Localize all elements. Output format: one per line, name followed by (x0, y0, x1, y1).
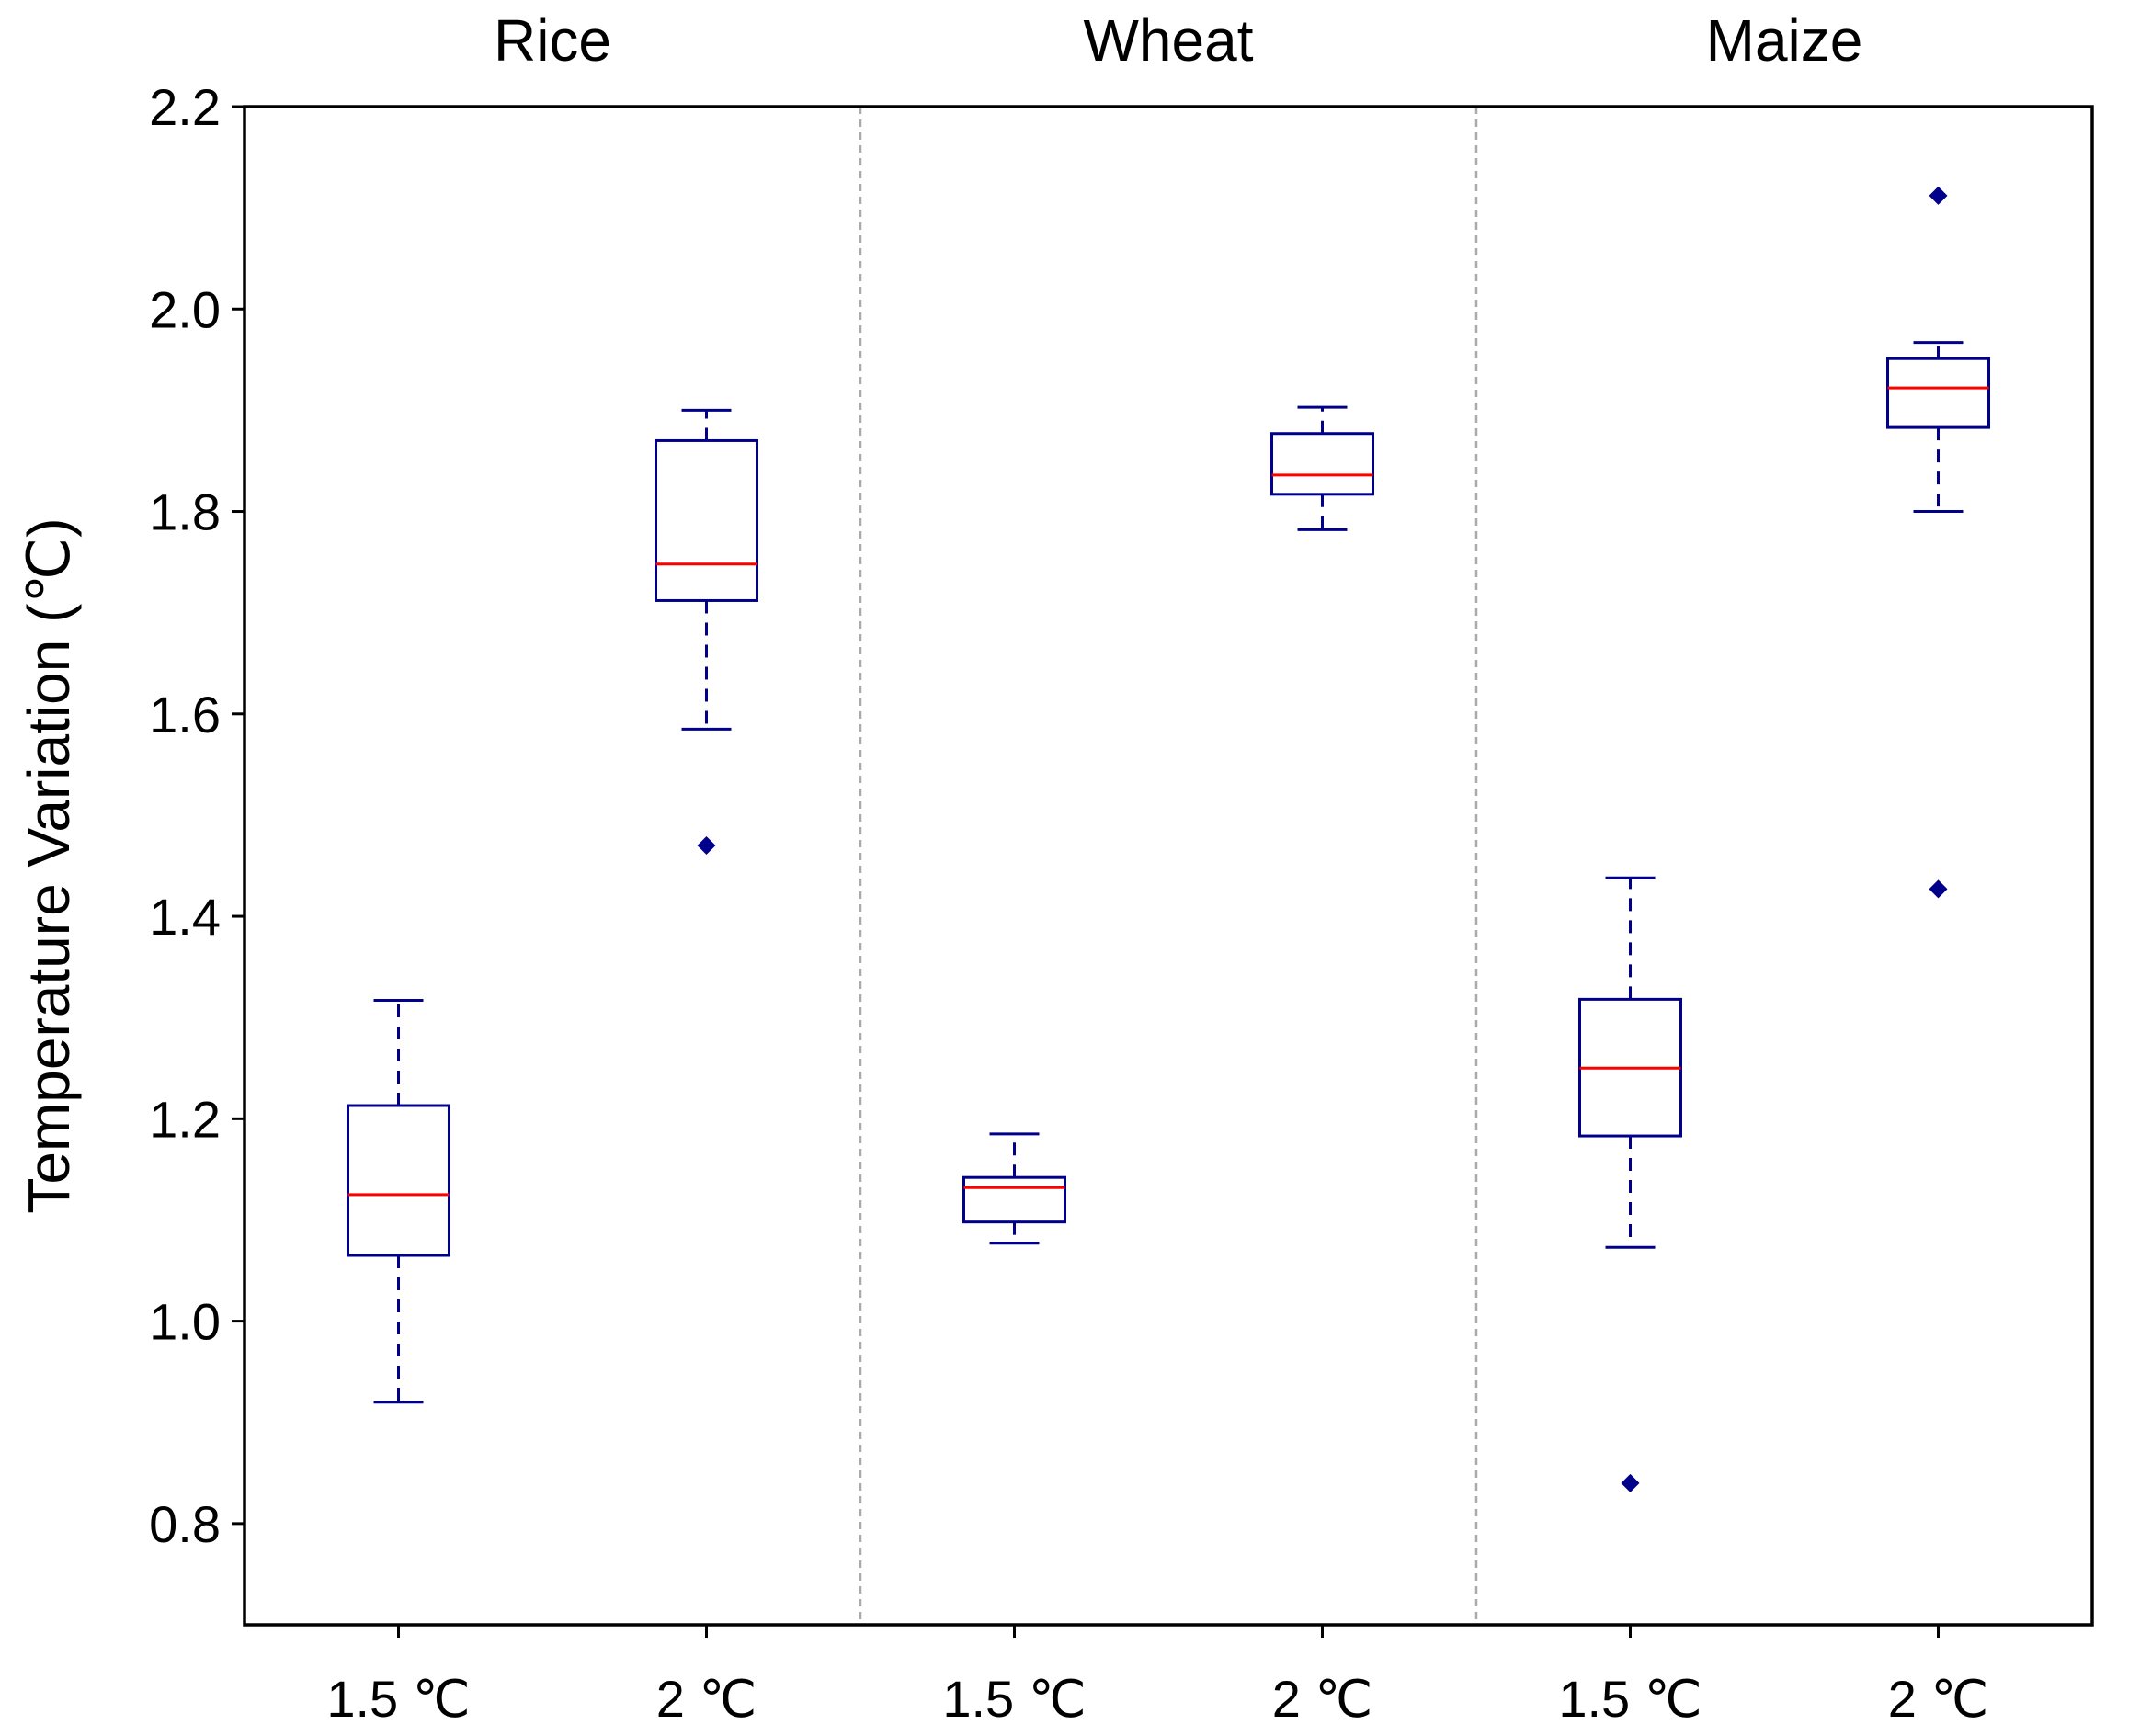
panel-dividers (859, 107, 1478, 1625)
y-tick-label: 0.8 (149, 1495, 221, 1553)
box-rice-1-5 (347, 998, 450, 1404)
box-maize-2 (1886, 186, 1990, 899)
iqr-box (962, 1175, 1066, 1224)
y-tick-label: 1.6 (149, 686, 221, 743)
x-tick-label: 2 ℃ (656, 1670, 757, 1728)
plot-frame (243, 105, 2094, 1627)
box-rice-2 (655, 408, 758, 855)
iqr-box (1886, 357, 1990, 429)
iqr-box (655, 438, 758, 602)
y-tick-label: 1.2 (149, 1090, 221, 1148)
x-tick-label: 1.5 ℃ (1558, 1670, 1702, 1728)
box-wheat-1-5 (962, 1132, 1066, 1245)
panel-title-maize: Maize (1706, 7, 1863, 74)
x-tick-label: 1.5 ℃ (942, 1670, 1086, 1728)
y-tick-label: 1.4 (149, 888, 221, 946)
x-tick-label: 2 ℃ (1272, 1670, 1373, 1728)
outlier-point (1621, 1473, 1640, 1492)
outlier-point (1929, 879, 1948, 899)
outlier-point (697, 835, 716, 855)
box-maize-1-5 (1578, 876, 1682, 1492)
x-tick-label: 2 ℃ (1888, 1670, 1989, 1728)
panel-titles: Rice Wheat Maize (494, 7, 1862, 74)
y-tick-label: 2.0 (149, 280, 221, 338)
box-wheat-2 (1270, 405, 1374, 531)
iqr-box (347, 1104, 450, 1257)
x-tick-label: 1.5 ℃ (326, 1670, 470, 1728)
y-tick-label: 1.0 (149, 1293, 221, 1351)
outlier-point (1929, 186, 1948, 205)
panel-title-rice: Rice (494, 7, 611, 74)
box-plots (347, 186, 1990, 1492)
y-tick-label: 1.8 (149, 483, 221, 541)
y-axis-ticks: 0.8 1.0 1.2 1.4 1.6 1.8 2.0 2.2 (149, 78, 245, 1553)
y-tick-label: 2.2 (149, 78, 221, 136)
x-axis-ticks: 1.5 ℃ 2 ℃ 1.5 ℃ 2 ℃ 1.5 ℃ 2 ℃ (326, 1625, 1988, 1728)
iqr-box (1270, 432, 1374, 496)
y-axis-label: Temperature Variation (℃) (16, 517, 82, 1213)
panel-title-wheat: Wheat (1084, 7, 1254, 74)
